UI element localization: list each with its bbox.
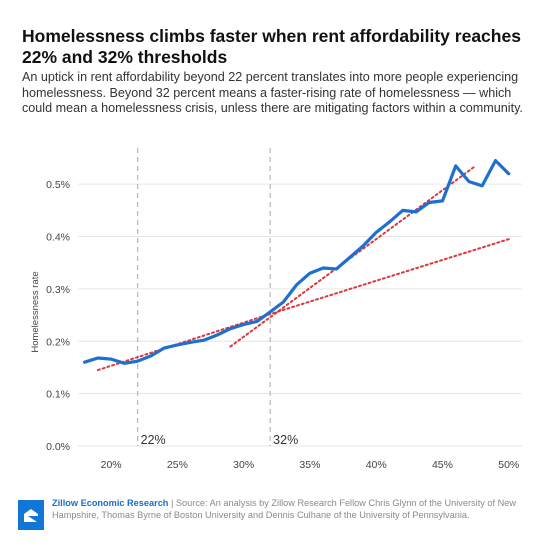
series-line [82, 158, 511, 365]
y-tick-label: 0.1% [46, 389, 70, 401]
data-point [229, 327, 232, 330]
line-chart: 0.0% 0.1% 0.2% 0.3% 0.4% 0.5% 20% 25% 30% 35% 40% 4… [30, 148, 522, 471]
y-tick-label: 0.5% [46, 179, 70, 191]
y-tick-label: 0.2% [46, 336, 70, 348]
footer-text: Zillow Economic Research | Source: An an… [52, 498, 534, 521]
data-point [481, 184, 484, 187]
data-point [494, 159, 497, 162]
data-point [375, 231, 378, 234]
data-point [123, 362, 126, 365]
data-point [176, 343, 179, 347]
x-tick-label: 45% [432, 459, 453, 471]
data-point [401, 209, 404, 212]
y-tick-label: 0.0% [46, 441, 70, 453]
data-point [255, 320, 259, 323]
data-point [149, 354, 153, 358]
data-point [96, 356, 100, 360]
data-point [83, 361, 86, 364]
data-point [162, 346, 166, 350]
data-point [441, 199, 444, 203]
data-point [348, 256, 351, 259]
x-tick-label: 20% [101, 459, 122, 471]
data-point [202, 339, 206, 342]
x-tick-label: 40% [366, 459, 387, 471]
data-point [361, 244, 365, 248]
chart-subtitle: An uptick in rent affordability beyond 2… [22, 70, 523, 115]
data-point [295, 283, 298, 286]
x-tick-label: 50% [498, 459, 519, 471]
source-footer: Zillow Economic Research | Source: An an… [18, 498, 538, 538]
footer-source: Source: An analysis by Zillow Research F… [52, 498, 516, 520]
threshold-label: 32% [273, 433, 298, 447]
x-tick-label: 25% [167, 459, 188, 471]
data-point [268, 310, 272, 314]
data-point [282, 300, 285, 304]
data-point [454, 164, 457, 168]
data-point [215, 333, 219, 337]
data-point [109, 357, 113, 361]
y-tick-label: 0.3% [46, 284, 70, 296]
y-axis-label: Homelessness rate [30, 271, 41, 352]
data-point [428, 201, 431, 204]
data-point [335, 267, 338, 271]
x-tick-label: 35% [299, 459, 320, 471]
data-point [507, 172, 510, 175]
zillow-logo-icon [18, 500, 44, 530]
data-point [388, 220, 391, 224]
trend-line [262, 238, 510, 318]
y-tick-label: 0.4% [46, 232, 70, 244]
x-tick-label: 30% [233, 459, 254, 471]
data-point [308, 272, 312, 275]
footer-separator: | [168, 498, 176, 508]
threshold-label: 22% [141, 433, 166, 447]
data-point [242, 323, 245, 326]
data-point [414, 210, 418, 214]
data-point [321, 266, 325, 270]
data-point [467, 180, 471, 183]
chart-title: Homelessness climbs faster when rent aff… [22, 26, 521, 67]
footer-brand: Zillow Economic Research [52, 498, 169, 508]
data-point [189, 341, 192, 344]
data-point [136, 359, 139, 363]
